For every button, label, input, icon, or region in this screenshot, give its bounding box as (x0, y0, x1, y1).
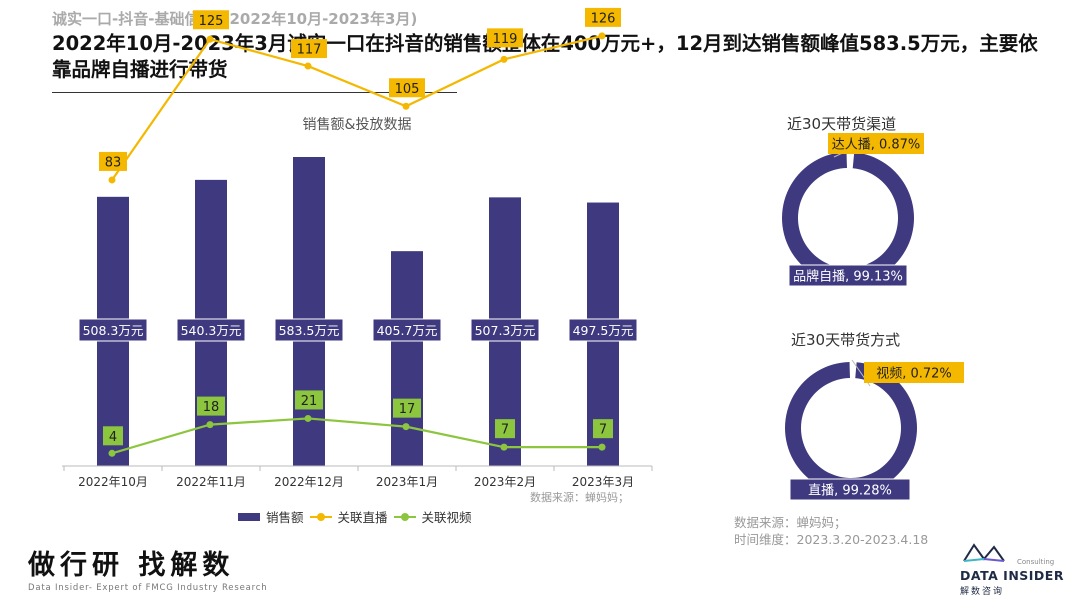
donut-slice-major (785, 362, 918, 495)
live-data-label: 83 (105, 155, 122, 170)
sales-label-box (372, 318, 442, 342)
chart-source: 数据来源：蝉妈妈； (530, 491, 629, 504)
x-tick-label: 2022年11月 (176, 475, 246, 489)
x-tick-label: 2023年3月 (572, 475, 634, 489)
video-data-label: 17 (399, 402, 416, 417)
sales-data-label: 583.5万元 (279, 323, 340, 338)
donut-slice-minor (846, 152, 853, 169)
sales-bar (391, 251, 423, 466)
donut-major-label-box (789, 478, 911, 501)
sales-label-box (470, 318, 540, 342)
donut-minor-label-box (828, 133, 924, 154)
point-label-box (99, 151, 127, 171)
x-tick-label: 2023年2月 (474, 475, 536, 489)
legend-live: 关联直播 (309, 507, 388, 526)
sales-label-box (176, 318, 246, 342)
sales-bar (587, 202, 619, 466)
sales-label-box (274, 318, 344, 342)
x-tick-label: 2022年10月 (78, 475, 148, 489)
legend-video-label: 关联视频 (421, 510, 472, 525)
video-data-label: 18 (203, 400, 220, 415)
donut-leader-line (833, 149, 850, 158)
data-insider-logo-icon (963, 543, 1005, 562)
donut-major-label: 品牌自播, 99.13% (793, 269, 903, 285)
sales-data-label: 507.3万元 (475, 323, 536, 338)
live-data-label: 126 (591, 11, 616, 26)
sales-label-box (568, 318, 638, 342)
legend-video-swatch (393, 512, 416, 521)
donut2-title: 近30天带货方式 (791, 331, 901, 349)
brand-tagline: Data Insider- Expert of FMCG Industry Re… (28, 583, 268, 593)
sales-bar (489, 197, 521, 466)
sales-bar (97, 196, 129, 467)
video-data-label: 4 (109, 430, 117, 445)
sales-data-label: 508.3万元 (83, 323, 144, 338)
point-label-box (197, 396, 225, 416)
live-point (108, 176, 116, 184)
chart-legend: 销售额 关联直播 关联视频 (238, 507, 478, 526)
video-data-label: 7 (599, 423, 607, 438)
video-point (304, 414, 312, 422)
video-point (598, 443, 606, 451)
video-point (206, 421, 214, 429)
donut-major-label: 直播, 99.28% (808, 484, 892, 499)
point-label-box (593, 419, 613, 439)
footer-period: 时间维度：2023.3.20-2023.4.18 (734, 532, 929, 547)
sales-label-box (78, 318, 148, 342)
point-label-box (295, 390, 323, 410)
legend-live-label: 关联直播 (337, 510, 388, 525)
legend-video: 关联视频 (393, 507, 472, 526)
donut-slice-major (781, 152, 914, 284)
logo-cn: 解数咨询 (960, 587, 1005, 597)
live-point (402, 102, 410, 110)
title-underline (52, 92, 457, 93)
legend-sales: 销售额 (238, 507, 304, 526)
headline: 2022年10月-2023年3月诚实一口在抖音的销售额整体在400万元+，12月… (52, 32, 1038, 81)
video-point (402, 423, 410, 431)
video-data-label: 21 (301, 394, 318, 409)
super-title: 诚实一口-抖音-基础信息（2022年10月-2023年3月) (52, 10, 418, 28)
brand-slogan: 做行研 找解数 (28, 550, 235, 581)
donut-slice-minor (849, 362, 856, 379)
video-point (108, 449, 116, 457)
donut-minor-label: 视频, 0.72% (876, 367, 952, 382)
footer-source: 数据来源：蝉妈妈； (734, 515, 847, 530)
legend-sales-label: 销售额 (266, 510, 304, 525)
donut-major-label-box (788, 264, 908, 287)
donut-minor-label-box (864, 362, 964, 383)
video-data-label: 7 (501, 423, 509, 438)
donut-minor-label: 达人播, 0.87% (832, 138, 921, 153)
sales-bar (195, 179, 227, 466)
point-label-box (585, 7, 621, 27)
video-point (500, 443, 508, 451)
video-line (111, 417, 602, 455)
legend-live-swatch (309, 512, 332, 521)
point-label-box (103, 426, 123, 446)
point-label-box (495, 419, 515, 439)
donut1-title: 近30天带货渠道 (787, 115, 897, 133)
chart-title: 销售额&投放数据 (303, 117, 412, 133)
live-data-label: 105 (395, 82, 420, 97)
sales-data-label: 540.3万元 (181, 323, 242, 338)
x-tick-label: 2022年12月 (274, 475, 344, 489)
logo-consulting: Consulting (1017, 558, 1055, 566)
x-tick-label: 2023年1月 (376, 475, 438, 489)
logo-name: DATA INSIDER (960, 568, 1064, 583)
point-label-box (393, 398, 421, 418)
sales-data-label: 405.7万元 (377, 323, 438, 338)
sales-data-label: 497.5万元 (573, 323, 634, 338)
donut-leader-line (851, 359, 871, 387)
sales-bar (293, 157, 325, 466)
legend-sales-swatch (238, 512, 260, 521)
